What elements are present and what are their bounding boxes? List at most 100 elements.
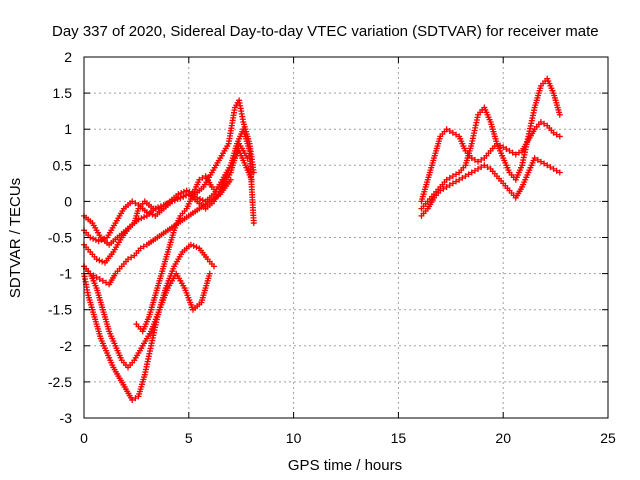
data-point-trace bbox=[101, 235, 108, 242]
data-point bbox=[443, 126, 450, 133]
y-tick-label: 0 bbox=[64, 193, 72, 209]
y-tick-label: 1.5 bbox=[53, 85, 73, 101]
data-point-trace bbox=[140, 243, 147, 250]
data-point bbox=[481, 162, 488, 169]
data-point bbox=[556, 169, 563, 176]
data-point bbox=[437, 187, 444, 194]
data-point bbox=[160, 202, 167, 209]
data-point bbox=[443, 176, 450, 183]
data-point bbox=[93, 274, 100, 281]
data-point bbox=[206, 270, 213, 277]
data-point bbox=[443, 183, 450, 190]
x-tick-label: 5 bbox=[185, 430, 193, 446]
data-point bbox=[99, 277, 106, 284]
x-tick-label: 15 bbox=[391, 430, 407, 446]
data-point bbox=[506, 147, 513, 154]
data-point bbox=[177, 194, 184, 201]
data-point bbox=[250, 220, 257, 227]
data-point-trace bbox=[509, 149, 516, 156]
y-tick-label: 1 bbox=[64, 121, 72, 137]
data-point bbox=[456, 176, 463, 183]
data-point-trace bbox=[503, 146, 510, 153]
x-tick-label: 10 bbox=[286, 430, 302, 446]
data-point bbox=[500, 144, 507, 151]
data-point bbox=[556, 133, 563, 140]
data-point-trace bbox=[453, 178, 460, 185]
data-point-trace bbox=[465, 171, 472, 178]
grid bbox=[84, 57, 608, 418]
y-tick-label: 2 bbox=[64, 49, 72, 65]
y-tick-label: 0.5 bbox=[53, 157, 73, 173]
data-point-trace bbox=[541, 120, 548, 127]
x-tick-label: 25 bbox=[600, 430, 616, 446]
data-point-trace bbox=[174, 195, 181, 202]
data-point bbox=[475, 158, 482, 165]
data-points bbox=[81, 75, 563, 403]
data-point-trace bbox=[138, 215, 145, 222]
data-point-trace bbox=[446, 174, 453, 181]
y-axis-label: SDTVAR / TECUs bbox=[7, 178, 24, 298]
data-point bbox=[129, 198, 136, 205]
data-point bbox=[95, 238, 102, 245]
data-point-trace bbox=[547, 164, 554, 171]
x-axis-label: GPS time / hours bbox=[288, 457, 402, 474]
data-point bbox=[550, 165, 557, 172]
y-tick-label: -1 bbox=[60, 266, 73, 282]
y-tick-label: -1.5 bbox=[48, 302, 72, 318]
data-point-trace bbox=[446, 182, 453, 189]
data-point-trace bbox=[478, 156, 485, 163]
data-point-trace bbox=[163, 200, 170, 207]
data-point-trace bbox=[180, 188, 187, 195]
data-point bbox=[187, 241, 194, 248]
data-point-trace bbox=[92, 236, 99, 243]
data-point-trace bbox=[155, 204, 162, 211]
data-point bbox=[462, 173, 469, 180]
data-point-trace bbox=[171, 197, 178, 204]
x-tick-label: 20 bbox=[495, 430, 511, 446]
data-point bbox=[135, 216, 142, 223]
data-point bbox=[449, 173, 456, 180]
data-point-trace bbox=[440, 185, 447, 192]
data-point-trace bbox=[553, 131, 560, 138]
data-point-trace bbox=[178, 189, 185, 196]
data-point-trace bbox=[478, 164, 485, 171]
data-point-trace bbox=[141, 214, 148, 221]
data-point bbox=[544, 162, 551, 169]
data-point bbox=[537, 118, 544, 125]
data-point bbox=[196, 176, 203, 183]
axis-ticks: 0 5 10 15 20 25 -3 -2.5 -2 -1.5 -1 -0.5 0 0.5 1 1.5 2 bbox=[48, 49, 616, 446]
data-point bbox=[512, 151, 519, 158]
y-tick-label: -2.5 bbox=[48, 374, 72, 390]
data-point-trace bbox=[553, 167, 560, 174]
data-point bbox=[93, 256, 100, 263]
data-point bbox=[210, 263, 217, 270]
data-point bbox=[449, 180, 456, 187]
data-point-trace bbox=[180, 193, 187, 200]
data-point bbox=[468, 169, 475, 176]
data-point-trace bbox=[157, 203, 164, 210]
data-point-trace bbox=[132, 395, 139, 402]
data-point-trace bbox=[453, 171, 460, 178]
data-point bbox=[137, 245, 144, 252]
data-point-trace bbox=[541, 160, 548, 167]
data-point-trace bbox=[166, 199, 173, 206]
data-point bbox=[556, 111, 563, 118]
data-point bbox=[169, 198, 176, 205]
data-point-trace bbox=[96, 257, 103, 264]
data-point-trace bbox=[96, 276, 103, 283]
data-point bbox=[125, 256, 132, 263]
data-point bbox=[537, 158, 544, 165]
data-point bbox=[449, 129, 456, 136]
y-tick-label: -0.5 bbox=[48, 230, 72, 246]
data-point-trace bbox=[99, 258, 106, 265]
data-point-trace bbox=[453, 131, 460, 138]
chart-title: Day 337 of 2020, Sidereal Day-to-day VTE… bbox=[52, 23, 599, 40]
data-point-trace bbox=[534, 156, 541, 163]
data-point bbox=[550, 129, 557, 136]
data-point-trace bbox=[484, 164, 491, 171]
data-point-trace bbox=[128, 254, 135, 261]
y-tick-label: -2 bbox=[60, 338, 73, 354]
data-point-trace bbox=[471, 156, 478, 163]
data-point-trace bbox=[98, 236, 105, 243]
